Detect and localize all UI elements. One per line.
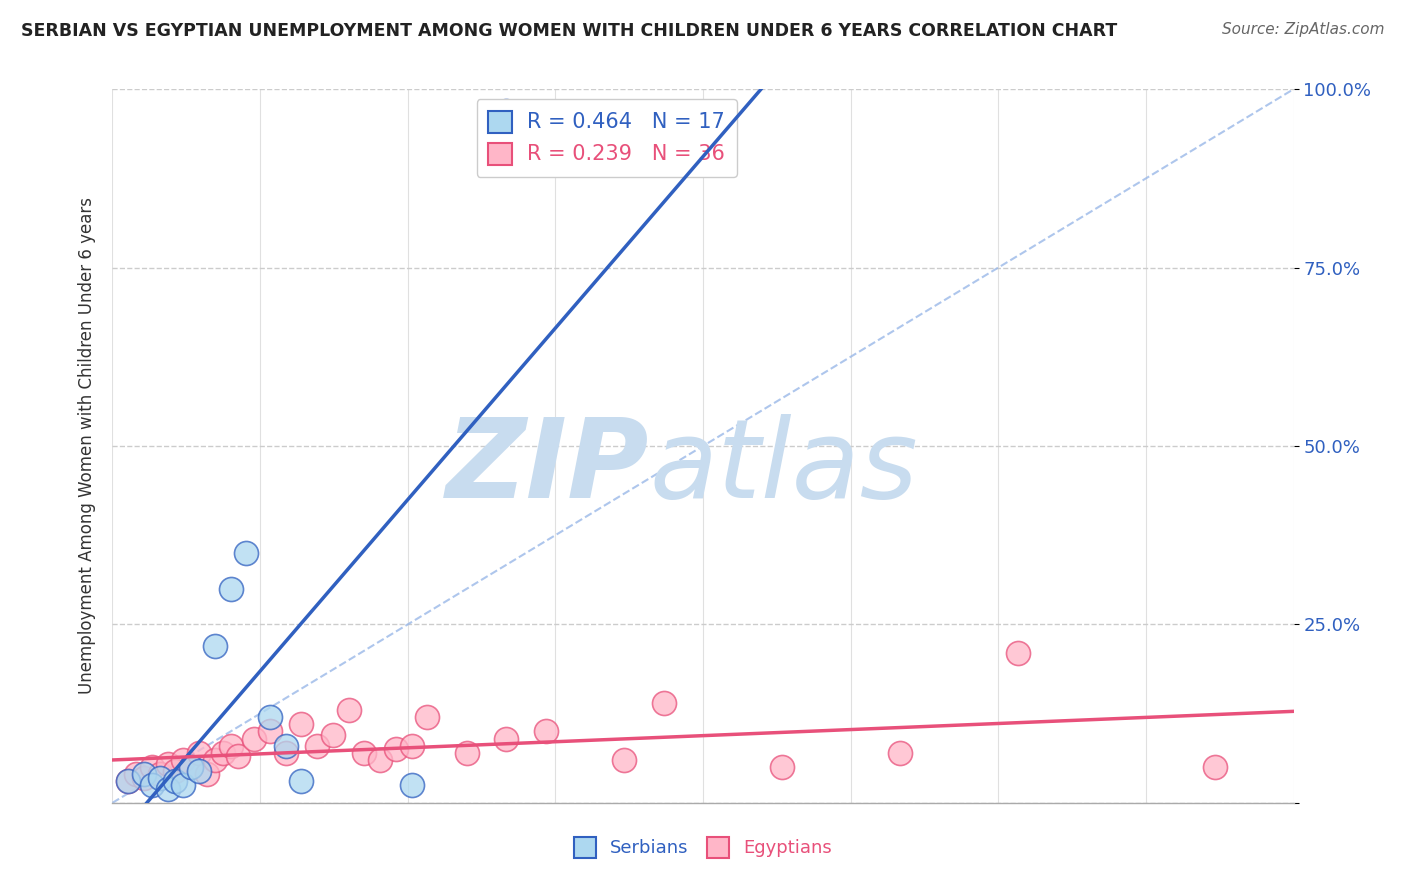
Y-axis label: Unemployment Among Women with Children Under 6 years: Unemployment Among Women with Children U… — [77, 197, 96, 695]
Point — [117, 774, 139, 789]
Point — [495, 731, 517, 746]
Point — [259, 710, 281, 724]
Point — [141, 778, 163, 792]
Point — [172, 753, 194, 767]
Point — [180, 760, 202, 774]
Point — [141, 760, 163, 774]
Point — [211, 746, 233, 760]
Point — [889, 746, 911, 760]
Point — [188, 746, 211, 760]
Point — [204, 753, 226, 767]
Point — [1204, 760, 1226, 774]
Point — [652, 696, 675, 710]
Point — [172, 778, 194, 792]
Point — [456, 746, 478, 760]
Point — [132, 767, 155, 781]
Point — [416, 710, 439, 724]
Point — [204, 639, 226, 653]
Point — [322, 728, 344, 742]
Point — [290, 774, 312, 789]
Point — [228, 749, 250, 764]
Point — [368, 753, 391, 767]
Point — [401, 739, 423, 753]
Point — [149, 771, 172, 785]
Point — [117, 774, 139, 789]
Point — [274, 739, 297, 753]
Point — [165, 774, 187, 789]
Point — [337, 703, 360, 717]
Point — [385, 742, 408, 756]
Point — [156, 781, 179, 796]
Point — [180, 760, 202, 774]
Point — [195, 767, 218, 781]
Point — [307, 739, 329, 753]
Point — [165, 764, 187, 778]
Point — [613, 753, 636, 767]
Point — [290, 717, 312, 731]
Point — [259, 724, 281, 739]
Point — [770, 760, 793, 774]
Point — [353, 746, 375, 760]
Point — [125, 767, 148, 781]
Text: atlas: atlas — [650, 414, 918, 521]
Point — [149, 767, 172, 781]
Point — [495, 103, 517, 118]
Point — [534, 724, 557, 739]
Legend: Serbians, Egyptians: Serbians, Egyptians — [567, 830, 839, 865]
Point — [401, 778, 423, 792]
Text: Source: ZipAtlas.com: Source: ZipAtlas.com — [1222, 22, 1385, 37]
Point — [1007, 646, 1029, 660]
Point — [156, 756, 179, 771]
Text: ZIP: ZIP — [446, 414, 650, 521]
Point — [132, 771, 155, 785]
Point — [235, 546, 257, 560]
Point — [274, 746, 297, 760]
Point — [188, 764, 211, 778]
Text: SERBIAN VS EGYPTIAN UNEMPLOYMENT AMONG WOMEN WITH CHILDREN UNDER 6 YEARS CORRELA: SERBIAN VS EGYPTIAN UNEMPLOYMENT AMONG W… — [21, 22, 1118, 40]
Point — [219, 739, 242, 753]
Point — [243, 731, 266, 746]
Point — [219, 582, 242, 596]
